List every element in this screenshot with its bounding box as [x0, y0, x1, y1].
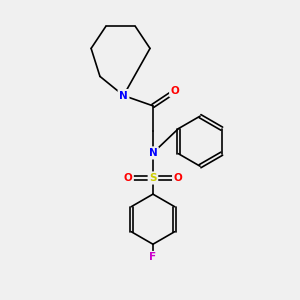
Text: O: O	[174, 173, 182, 183]
Text: F: F	[149, 253, 157, 262]
Text: N: N	[148, 148, 157, 158]
Text: S: S	[149, 173, 157, 183]
Text: O: O	[171, 86, 179, 96]
Text: O: O	[124, 173, 132, 183]
Text: N: N	[119, 91, 128, 100]
